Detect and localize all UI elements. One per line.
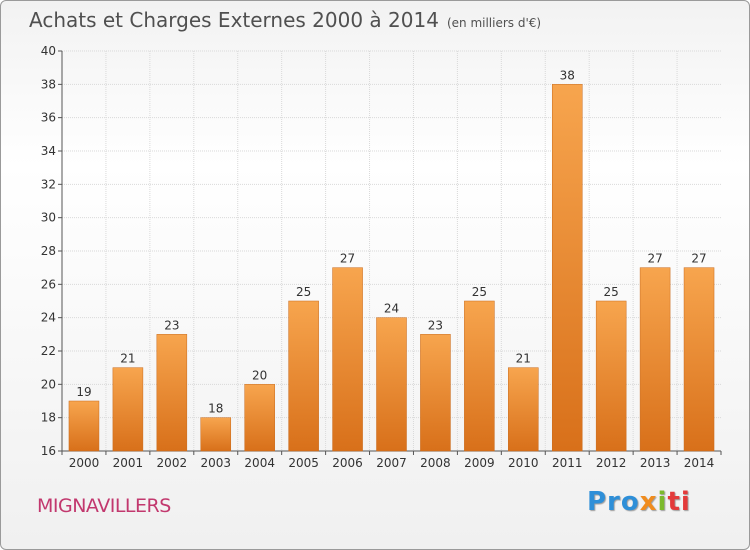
bar-2000 (68, 400, 100, 452)
y-tick-label: 20 (41, 377, 56, 391)
y-tick-label: 38 (41, 77, 56, 91)
y-tick-label: 26 (41, 277, 56, 291)
x-tick-label-2002: 2002 (157, 456, 188, 470)
x-tick-label-2010: 2010 (508, 456, 539, 470)
y-tick-label: 16 (41, 444, 56, 458)
chart-subtitle: (en milliers d'€) (446, 16, 542, 30)
bar-2006 (332, 267, 363, 452)
bar-2004 (244, 384, 275, 452)
x-tick-label-2008: 2008 (420, 456, 451, 470)
data-label-2007: 24 (384, 302, 399, 316)
y-tick-label: 36 (41, 111, 56, 125)
x-tick-label-2011: 2011 (552, 456, 583, 470)
data-label-2008: 23 (428, 318, 443, 332)
x-tick-label-2001: 2001 (113, 456, 144, 470)
bar-2002 (156, 334, 188, 452)
x-tick-label-2014: 2014 (684, 456, 715, 470)
x-tick-label-2006: 2006 (332, 456, 363, 470)
chart-title: Achats et Charges Externes 2000 à 2014 (e… (29, 8, 541, 32)
data-label-2004: 20 (252, 368, 267, 382)
x-tick-label-2009: 2009 (464, 456, 495, 470)
bar-2003 (200, 417, 232, 452)
bars (68, 84, 715, 452)
bar-2011 (551, 84, 583, 452)
y-tick-label: 30 (41, 211, 56, 225)
x-tick-label-2000: 2000 (69, 456, 100, 470)
y-tick-label: 18 (41, 411, 56, 425)
data-label-2005: 25 (296, 285, 311, 299)
data-label-2006: 27 (340, 252, 355, 266)
data-label-2003: 18 (208, 402, 223, 416)
data-label-2011: 38 (560, 68, 575, 82)
proxiti-logo: Proxiti (587, 487, 691, 517)
y-tick-label: 34 (41, 144, 56, 158)
x-tick-label-2004: 2004 (244, 456, 275, 470)
bar-2009 (464, 300, 495, 452)
data-label-2012: 25 (604, 285, 619, 299)
grid-lines (62, 50, 721, 452)
y-tick-label: 24 (41, 311, 56, 325)
bar-2013 (639, 267, 671, 452)
data-label-2002: 23 (164, 318, 179, 332)
bar-2001 (112, 367, 144, 452)
labels: 16 18 20 22 24 26 28 30 32 34 36 38 40 19 2000 21 2001 23… (41, 44, 715, 470)
bar-2005 (288, 300, 319, 452)
y-tick-label: 32 (41, 177, 56, 191)
x-tick-label-2012: 2012 (596, 456, 627, 470)
town-name: MIGNAVILLERS (37, 495, 171, 517)
y-tick-label: 28 (41, 244, 56, 258)
x-tick-label-2005: 2005 (288, 456, 319, 470)
data-label-2000: 19 (76, 385, 91, 399)
chart-title-text: Achats et Charges Externes 2000 à 2014 (29, 8, 439, 32)
data-label-2013: 27 (647, 252, 662, 266)
bar-2008 (420, 334, 451, 452)
x-tick-label-2013: 2013 (640, 456, 671, 470)
x-tick-label-2007: 2007 (376, 456, 407, 470)
bar-2010 (508, 367, 539, 452)
bar-2012 (595, 300, 627, 452)
bar-2014 (683, 267, 715, 452)
data-label-2001: 21 (120, 352, 135, 366)
data-label-2009: 25 (472, 285, 487, 299)
x-tick-label-2003: 2003 (200, 456, 231, 470)
data-label-2010: 21 (516, 352, 531, 366)
y-tick-label: 40 (41, 44, 56, 58)
data-label-2014: 27 (691, 252, 706, 266)
bar-2007 (376, 317, 407, 452)
y-tick-label: 22 (41, 344, 56, 358)
